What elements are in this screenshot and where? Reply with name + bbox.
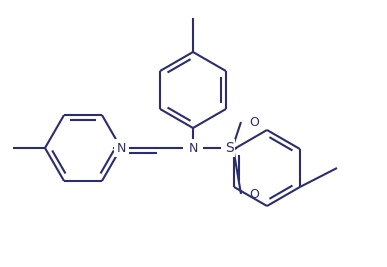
Text: N: N bbox=[188, 142, 198, 155]
Text: O: O bbox=[249, 187, 259, 201]
Text: O: O bbox=[249, 116, 259, 128]
Text: S: S bbox=[224, 141, 233, 155]
Text: N: N bbox=[116, 142, 126, 155]
